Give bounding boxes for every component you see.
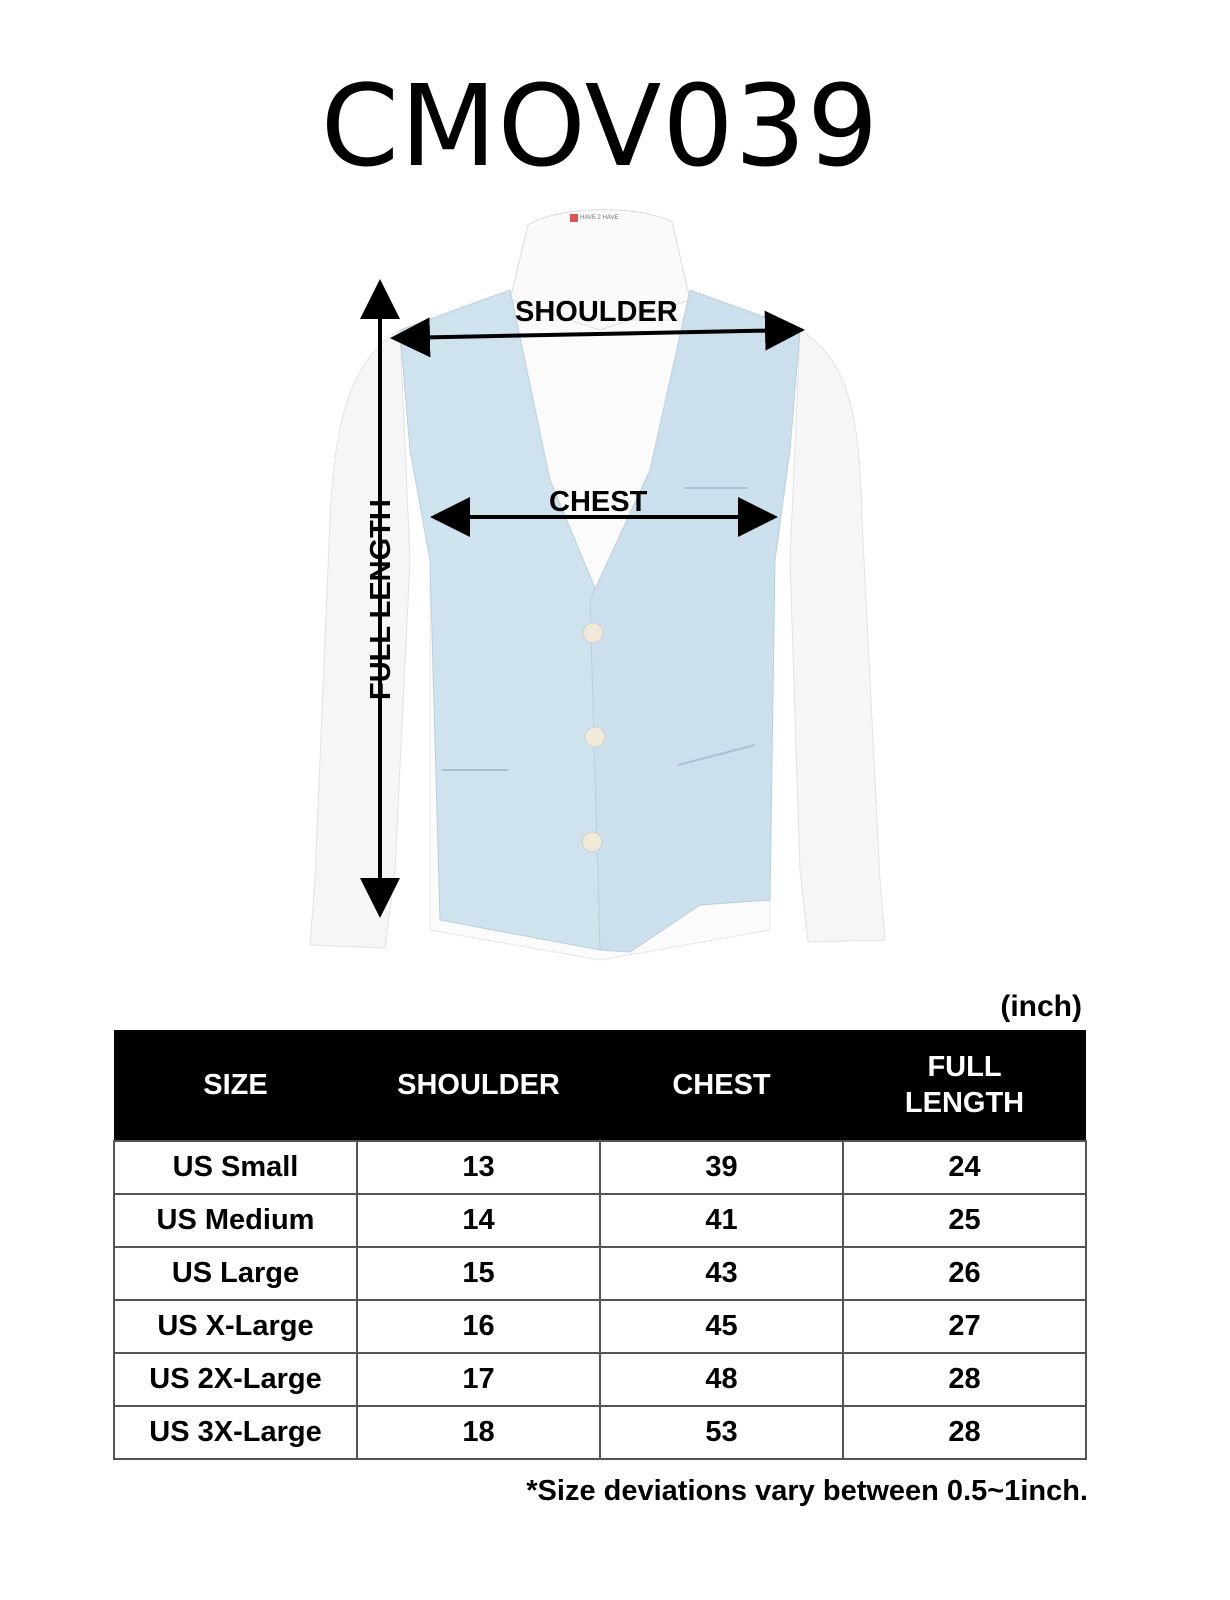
table-header-row: SIZE SHOULDER CHEST FULL LENGTH	[114, 1030, 1086, 1141]
chest-label: CHEST	[549, 486, 648, 518]
full-length-label: FULL LENGTH	[365, 499, 397, 700]
full-length-cell: 24	[842, 1140, 1087, 1195]
full-length-cell: 28	[842, 1405, 1087, 1460]
shoulder-arrow	[390, 310, 805, 358]
chest-cell: 43	[599, 1246, 844, 1301]
brand-tag-logo	[570, 214, 578, 222]
full-length-cell: 25	[842, 1193, 1087, 1248]
shoulder-cell: 14	[356, 1193, 601, 1248]
header-full-length: FULL LENGTH	[843, 1030, 1086, 1141]
chest-cell: 48	[599, 1352, 844, 1407]
product-code-title: CMOV039	[320, 62, 880, 192]
size-cell: US 3X-Large	[113, 1405, 358, 1460]
table-row: US 2X-Large 17 48 28	[113, 1352, 1087, 1407]
shoulder-label: SHOULDER	[515, 296, 678, 328]
header-shoulder: SHOULDER	[357, 1030, 600, 1141]
shoulder-cell: 17	[356, 1352, 601, 1407]
shoulder-cell: 13	[356, 1140, 601, 1195]
vest-pocket-right	[677, 744, 756, 766]
full-length-cell: 28	[842, 1352, 1087, 1407]
table-row: US 3X-Large 18 53 28	[113, 1405, 1087, 1460]
shoulder-cell: 18	[356, 1405, 601, 1460]
brand-tag-text: HAVE 2 HAVE	[580, 215, 619, 221]
unit-label: (inch)	[1000, 990, 1082, 1023]
chest-cell: 45	[599, 1299, 844, 1354]
size-chart-body: US Small 13 39 24 US Medium 14 41 25 US Large 15 4…	[113, 1140, 1087, 1460]
header-chest: CHEST	[600, 1030, 843, 1141]
vest-button	[582, 622, 604, 644]
table-row: US X-Large 16 45 27	[113, 1299, 1087, 1354]
size-cell: US 2X-Large	[113, 1352, 358, 1407]
table-row: US Medium 14 41 25	[113, 1193, 1087, 1248]
header-size: SIZE	[114, 1030, 357, 1141]
size-cell: US Medium	[113, 1193, 358, 1248]
shirt-right-sleeve	[789, 329, 886, 943]
size-cell: US Small	[113, 1140, 358, 1195]
size-cell: US Large	[113, 1246, 358, 1301]
full-length-cell: 26	[842, 1246, 1087, 1301]
table-row: US Small 13 39 24	[113, 1140, 1087, 1195]
shoulder-cell: 16	[356, 1299, 601, 1354]
size-deviation-note: *Size deviations vary between 0.5~1inch.	[526, 1475, 1088, 1507]
vest-button	[584, 726, 606, 748]
shirt-collar	[509, 209, 691, 331]
chest-cell: 39	[599, 1140, 844, 1195]
vest-button	[581, 831, 603, 853]
vest-right-panel	[589, 289, 801, 953]
table-row: US Large 15 43 26	[113, 1246, 1087, 1301]
size-cell: US X-Large	[113, 1299, 358, 1354]
chest-cell: 53	[599, 1405, 844, 1460]
size-chart-table: SIZE SHOULDER CHEST FULL LENGTH US Small…	[113, 1030, 1087, 1460]
full-length-cell: 27	[842, 1299, 1087, 1354]
chest-cell: 41	[599, 1193, 844, 1248]
vest-illustration	[309, 209, 886, 961]
shoulder-cell: 15	[356, 1246, 601, 1301]
